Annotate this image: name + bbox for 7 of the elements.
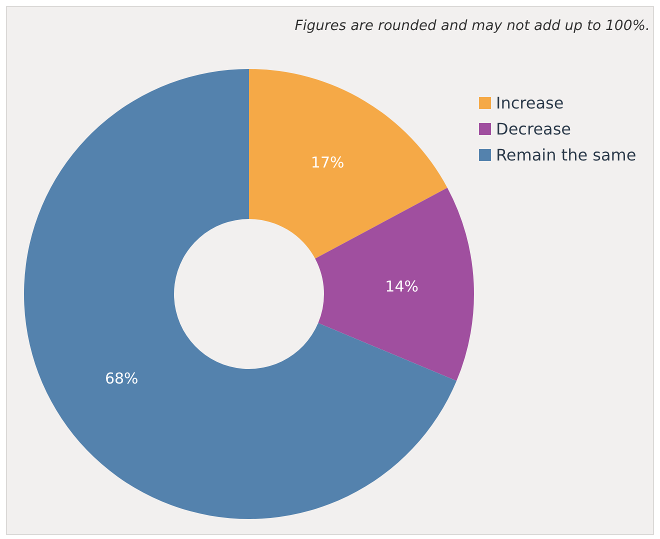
data-label: 68% xyxy=(104,370,138,388)
legend-label: Increase xyxy=(496,94,564,112)
text: Figures are rounded and may not add up to 100%. xyxy=(294,18,650,34)
legend-label: Remain the same xyxy=(496,146,636,164)
legend-label: Decrease xyxy=(496,120,572,138)
data-label: 14% xyxy=(385,278,418,296)
data-label: 17% xyxy=(310,154,344,172)
